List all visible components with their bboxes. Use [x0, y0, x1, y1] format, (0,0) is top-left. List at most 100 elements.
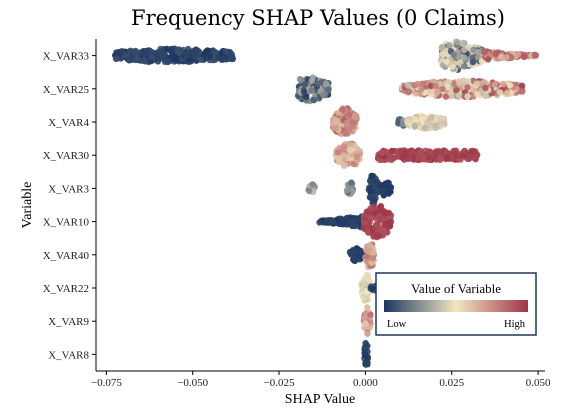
- series-x-var30: [332, 140, 481, 169]
- data-point: [450, 51, 458, 59]
- data-point: [398, 147, 405, 154]
- data-point: [118, 48, 126, 55]
- data-point: [386, 153, 393, 161]
- data-point: [364, 228, 371, 235]
- data-point: [175, 46, 182, 53]
- data-point: [361, 343, 369, 351]
- data-point: [369, 249, 377, 257]
- data-point: [418, 86, 425, 93]
- data-point: [373, 233, 381, 241]
- data-point: [482, 92, 490, 100]
- data-point: [368, 172, 375, 179]
- data-point: [384, 179, 391, 186]
- data-point: [310, 96, 318, 104]
- data-point: [474, 91, 481, 98]
- data-point: [361, 349, 368, 357]
- data-point: [399, 120, 406, 128]
- data-point: [464, 93, 471, 100]
- data-point: [473, 80, 480, 87]
- legend: Value of Variable Low High: [375, 272, 537, 336]
- data-point: [475, 48, 482, 56]
- data-point: [134, 56, 141, 64]
- data-point: [455, 54, 463, 61]
- y-tick-label: X_VAR25: [43, 84, 90, 96]
- data-point: [140, 57, 148, 64]
- data-point: [343, 186, 351, 194]
- data-point: [369, 255, 376, 262]
- data-point: [469, 58, 477, 66]
- data-point: [378, 150, 385, 157]
- data-point: [446, 41, 453, 49]
- data-point: [497, 89, 504, 96]
- data-point: [128, 56, 136, 63]
- data-point: [454, 38, 461, 46]
- data-point: [459, 39, 466, 47]
- data-point: [364, 330, 371, 337]
- data-point: [157, 48, 165, 55]
- data-point: [347, 249, 355, 256]
- data-point: [323, 219, 330, 226]
- series-x-var3: [305, 172, 394, 208]
- data-point: [363, 360, 371, 368]
- data-point: [362, 320, 369, 327]
- data-point: [418, 115, 426, 123]
- y-tick-label: X_VAR30: [43, 150, 90, 162]
- data-point: [352, 114, 360, 121]
- data-point: [376, 156, 384, 163]
- data-point: [405, 88, 413, 95]
- data-point: [439, 85, 446, 93]
- data-point: [453, 86, 460, 94]
- data-point: [499, 80, 507, 88]
- data-point: [424, 154, 432, 161]
- data-point: [343, 120, 350, 127]
- data-point: [308, 77, 316, 84]
- data-point: [348, 120, 356, 127]
- x-tick-label: −0.075: [91, 377, 122, 389]
- data-point: [320, 91, 327, 99]
- data-point: [335, 149, 342, 156]
- data-point: [412, 116, 419, 123]
- data-point: [507, 54, 515, 61]
- data-point: [314, 80, 322, 88]
- data-point: [455, 92, 462, 100]
- data-point: [226, 49, 234, 56]
- series-x-var9: [360, 304, 374, 337]
- data-point: [339, 145, 347, 153]
- series-x-var25: [294, 74, 526, 105]
- legend-title: Value of Variable: [411, 281, 501, 296]
- data-point: [389, 147, 396, 155]
- data-point: [366, 184, 373, 191]
- data-point: [347, 146, 354, 153]
- x-tick-label: 0.050: [526, 377, 551, 389]
- x-axis-ticks: −0.075 −0.050 −0.025 0.000 0.025 0.050: [91, 371, 551, 389]
- data-point: [532, 51, 539, 59]
- data-point: [440, 51, 447, 58]
- data-point: [484, 56, 492, 63]
- data-point: [437, 115, 444, 122]
- data-point: [368, 285, 376, 292]
- y-tick-label: X_VAR10: [43, 217, 90, 229]
- data-point: [377, 188, 385, 195]
- data-point: [434, 89, 441, 96]
- data-point: [301, 81, 309, 88]
- data-point: [385, 189, 392, 196]
- data-point: [220, 55, 227, 62]
- data-point: [453, 152, 460, 159]
- x-tick-label: 0.025: [439, 377, 464, 389]
- data-point: [363, 247, 370, 254]
- data-point: [383, 220, 390, 227]
- y-tick-label: X_VAR22: [43, 283, 89, 295]
- data-point: [452, 147, 460, 154]
- data-point: [449, 63, 456, 71]
- data-point: [348, 179, 355, 186]
- data-point: [470, 46, 477, 54]
- y-axis-ticks: X_VAR33 X_VAR25 X_VAR4 X_VAR30 X_VAR3 X_VAR10…: [43, 51, 96, 361]
- data-point: [308, 87, 315, 94]
- data-point: [514, 51, 522, 58]
- y-tick-label: X_VAR9: [48, 316, 89, 328]
- data-point: [329, 218, 337, 225]
- data-point: [456, 79, 463, 86]
- chart-title: Frequency SHAP Values (0 Claims): [131, 6, 505, 30]
- data-point: [460, 46, 468, 54]
- data-point: [167, 47, 174, 54]
